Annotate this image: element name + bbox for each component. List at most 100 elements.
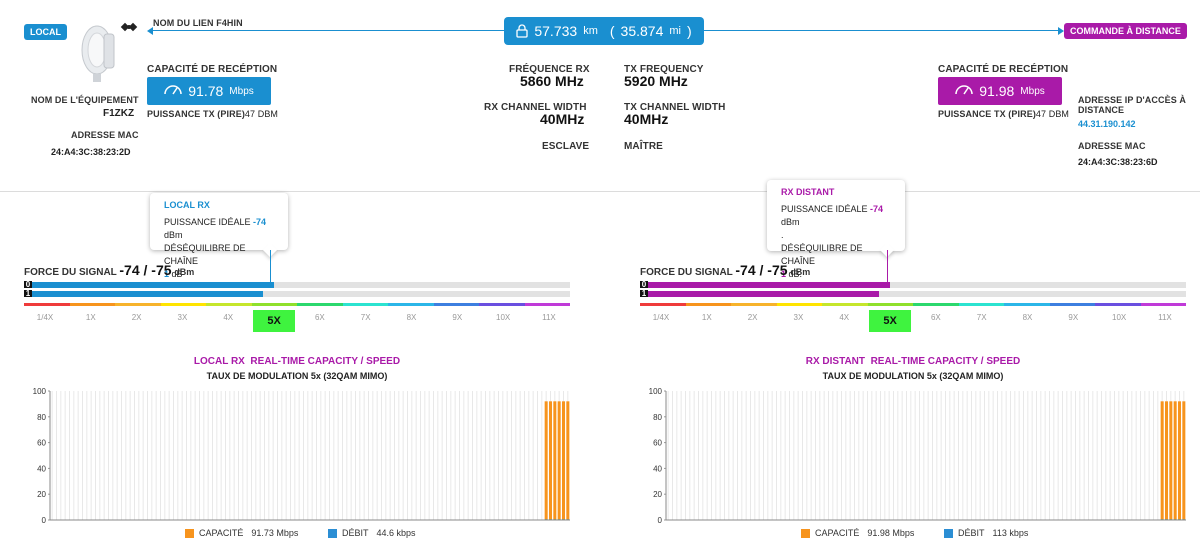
device-name-label: NOM DE L'ÉQUIPEMENT bbox=[31, 95, 139, 105]
local-mac-label: ADRESSE MAC bbox=[71, 130, 139, 140]
modulation-color-5 bbox=[251, 303, 297, 306]
distance-mi: 35.874 bbox=[620, 23, 664, 39]
remote-chart-subtitle: TAUX DE MODULATION 5x (32QAM MIMO) bbox=[822, 371, 1004, 381]
device-image bbox=[74, 16, 120, 84]
y-tick-label: 20 bbox=[37, 490, 46, 499]
chain-1-label: 1 bbox=[24, 289, 32, 298]
rx-width-value: 40MHz bbox=[540, 111, 585, 127]
capacity-bar bbox=[1164, 401, 1169, 520]
remote-mac-label: ADRESSE MAC bbox=[1078, 141, 1146, 151]
y-tick-label: 0 bbox=[42, 516, 47, 525]
modulation-step: 1/4X bbox=[36, 313, 54, 322]
local-signal-strength: FORCE DU SIGNAL -74 / -75 dBm bbox=[24, 262, 195, 278]
modulation-color-5 bbox=[867, 303, 913, 306]
capacity-bar bbox=[561, 401, 566, 520]
throughput-bar bbox=[553, 519, 557, 520]
tooltip-title: RX DISTANT bbox=[781, 187, 835, 197]
device-name: F1ZKZ bbox=[103, 108, 135, 119]
remote-capacity-value: 91.98 bbox=[979, 83, 1015, 99]
modulation-step: 1X bbox=[701, 313, 712, 322]
local-capacity-unit: Mbps bbox=[229, 85, 254, 97]
remote-legend-capacity: CAPACITÉ 91.98 Mbps bbox=[801, 528, 914, 538]
modulation-step: 6X bbox=[930, 313, 941, 322]
rx-width-label: RX CHANNEL WIDTH bbox=[484, 102, 587, 113]
modulation-step: 9X bbox=[1068, 313, 1079, 322]
local-chart-title: LOCAL RX REAL-TIME CAPACITY / SPEED bbox=[193, 356, 401, 367]
remote-legend-throughput: DÉBIT 113 kbps bbox=[944, 528, 1028, 538]
link-arrow-left-icon bbox=[147, 27, 153, 35]
remote-signal-strength: FORCE DU SIGNAL -74 / -75 dBm bbox=[640, 262, 811, 278]
chain-1-bar bbox=[648, 290, 880, 297]
modulation-color-1 bbox=[685, 303, 731, 306]
remote-ip-link[interactable]: 44.31.190.142 bbox=[1078, 119, 1136, 129]
legend-swatch bbox=[944, 528, 953, 538]
chain-0-label: 0 bbox=[24, 280, 32, 289]
remote-chain-bars: 0 1 bbox=[640, 281, 1186, 298]
local-capacity-chart: 0 20 40 60 80 100 bbox=[33, 387, 570, 525]
y-tick-label: 80 bbox=[37, 413, 46, 422]
chain-1-bar bbox=[32, 290, 264, 297]
modulation-color-3 bbox=[776, 303, 822, 306]
capacity-bar bbox=[548, 401, 553, 520]
capacity-bar bbox=[1173, 401, 1177, 520]
modulation-step: 5X bbox=[253, 310, 296, 332]
modulation-step: 11X bbox=[1158, 313, 1172, 322]
modulation-scale: 1/4X 1X 2X 3X 4X 5X 6X 7X 8X 9X 10X 11X bbox=[640, 310, 1186, 332]
throughput-bar bbox=[1160, 519, 1164, 520]
modulation-color-2 bbox=[731, 303, 777, 306]
legend-swatch bbox=[801, 528, 810, 538]
satellite-icon bbox=[120, 18, 138, 36]
distance-km-unit: km bbox=[583, 25, 598, 37]
chain-imbalance-label: DÉSÉQUILIBRE DE CHAÎNE bbox=[164, 243, 246, 266]
modulation-color-0 bbox=[24, 303, 70, 306]
modulation-step: 8X bbox=[406, 313, 417, 322]
y-tick-label: 20 bbox=[653, 490, 662, 499]
local-mac: 24:A4:3C:38:23:2D bbox=[51, 147, 131, 157]
modulation-color-strip bbox=[24, 303, 570, 306]
modulation-color-10 bbox=[1095, 303, 1141, 306]
local-tag: LOCAL bbox=[24, 24, 67, 40]
distance-mi-unit: mi bbox=[669, 25, 681, 37]
modulation-step: 7X bbox=[976, 313, 987, 322]
capacity-bar bbox=[553, 401, 557, 520]
modulation-step: 4X bbox=[223, 313, 234, 322]
chain-imbalance: 1 dB. bbox=[781, 269, 803, 279]
modulation-step: 10X bbox=[1112, 313, 1127, 322]
throughput-bar bbox=[1173, 519, 1177, 520]
y-tick-label: 40 bbox=[37, 464, 46, 473]
ideal-marker bbox=[270, 250, 271, 286]
modulation-color-strip bbox=[640, 303, 1186, 306]
mode-remote: MAÎTRE bbox=[624, 141, 663, 152]
modulation-color-1 bbox=[69, 303, 115, 306]
chain-imbalance-label: DÉSÉQUILIBRE DE CHAÎNE bbox=[781, 243, 863, 266]
modulation-color-4 bbox=[822, 303, 868, 306]
local-capacity-label: CAPACITÉ DE RECÉPTION bbox=[147, 64, 278, 75]
chain-1-label: 1 bbox=[640, 289, 648, 298]
modulation-step: 10X bbox=[496, 313, 511, 322]
throughput-bar bbox=[1169, 519, 1173, 520]
paren-close: ) bbox=[686, 23, 692, 39]
modulation-step: 6X bbox=[314, 313, 325, 322]
y-tick-label: 80 bbox=[653, 413, 662, 422]
y-tick-label: 100 bbox=[33, 387, 47, 396]
remote-capacity-chart: 0 20 40 60 80 100 bbox=[649, 387, 1186, 525]
modulation-color-6 bbox=[913, 303, 959, 306]
link-arrow-right-icon bbox=[1058, 27, 1064, 35]
local-capacity-value: 91.78 bbox=[188, 83, 224, 99]
capacity-bar bbox=[1182, 401, 1186, 520]
modulation-color-9 bbox=[433, 303, 479, 306]
modulation-step: 8X bbox=[1022, 313, 1033, 322]
modulation-step: 5X bbox=[869, 310, 912, 332]
modulation-color-7 bbox=[342, 303, 388, 306]
remote-control-tag[interactable]: COMMANDE À DISTANCE bbox=[1064, 23, 1187, 39]
modulation-color-11 bbox=[1140, 303, 1186, 306]
tx-width-label: TX CHANNEL WIDTH bbox=[624, 102, 726, 113]
legend-swatch bbox=[328, 528, 337, 538]
local-legend-capacity: CAPACITÉ 91.73 Mbps bbox=[185, 528, 298, 538]
remote-capacity-label: CAPACITÉ DE RECÉPTION bbox=[938, 64, 1069, 75]
lock-icon bbox=[516, 24, 529, 38]
throughput-bar bbox=[544, 519, 548, 520]
throughput-bar bbox=[1182, 519, 1186, 520]
modulation-step: 3X bbox=[793, 313, 804, 322]
paren-open: ( bbox=[609, 23, 615, 39]
